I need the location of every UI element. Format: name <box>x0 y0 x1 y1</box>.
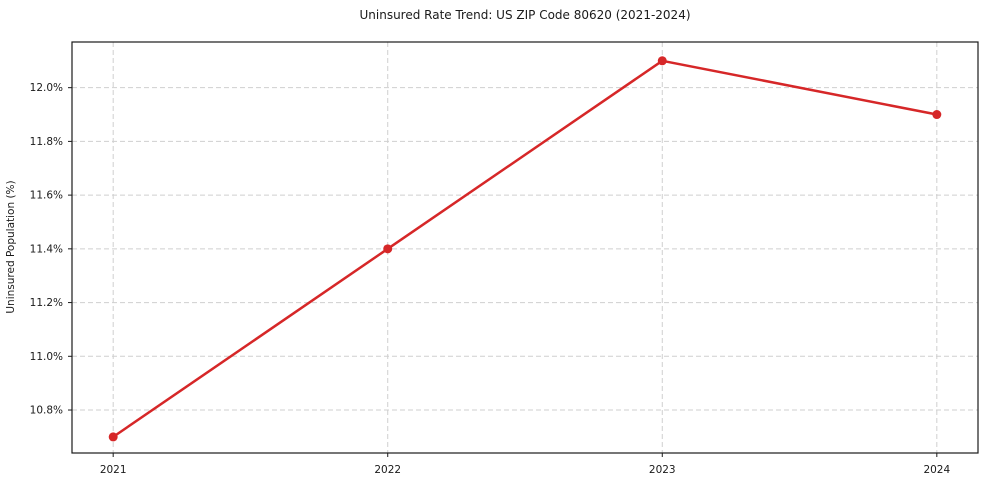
x-tick-label: 2024 <box>923 464 950 476</box>
data-point <box>383 244 393 254</box>
y-tick-label: 11.4% <box>30 243 63 255</box>
data-point <box>932 110 942 120</box>
y-tick-label: 11.0% <box>30 351 63 363</box>
plot-border <box>71 41 979 454</box>
x-tick-label: 2021 <box>100 464 127 476</box>
y-tick-label: 11.2% <box>30 297 63 309</box>
x-tick-label: 2023 <box>649 464 676 476</box>
chart-title: Uninsured Rate Trend: US ZIP Code 80620 … <box>359 8 691 22</box>
trend-line <box>111 59 939 439</box>
data-point <box>108 432 118 442</box>
y-tick-label: 11.6% <box>30 190 63 202</box>
y-tick-label: 10.8% <box>30 405 63 417</box>
x-tick-label: 2022 <box>374 464 401 476</box>
y-tick-label: 11.8% <box>30 136 63 148</box>
y-tick-label: 12.0% <box>30 82 63 94</box>
data-point <box>657 56 667 66</box>
